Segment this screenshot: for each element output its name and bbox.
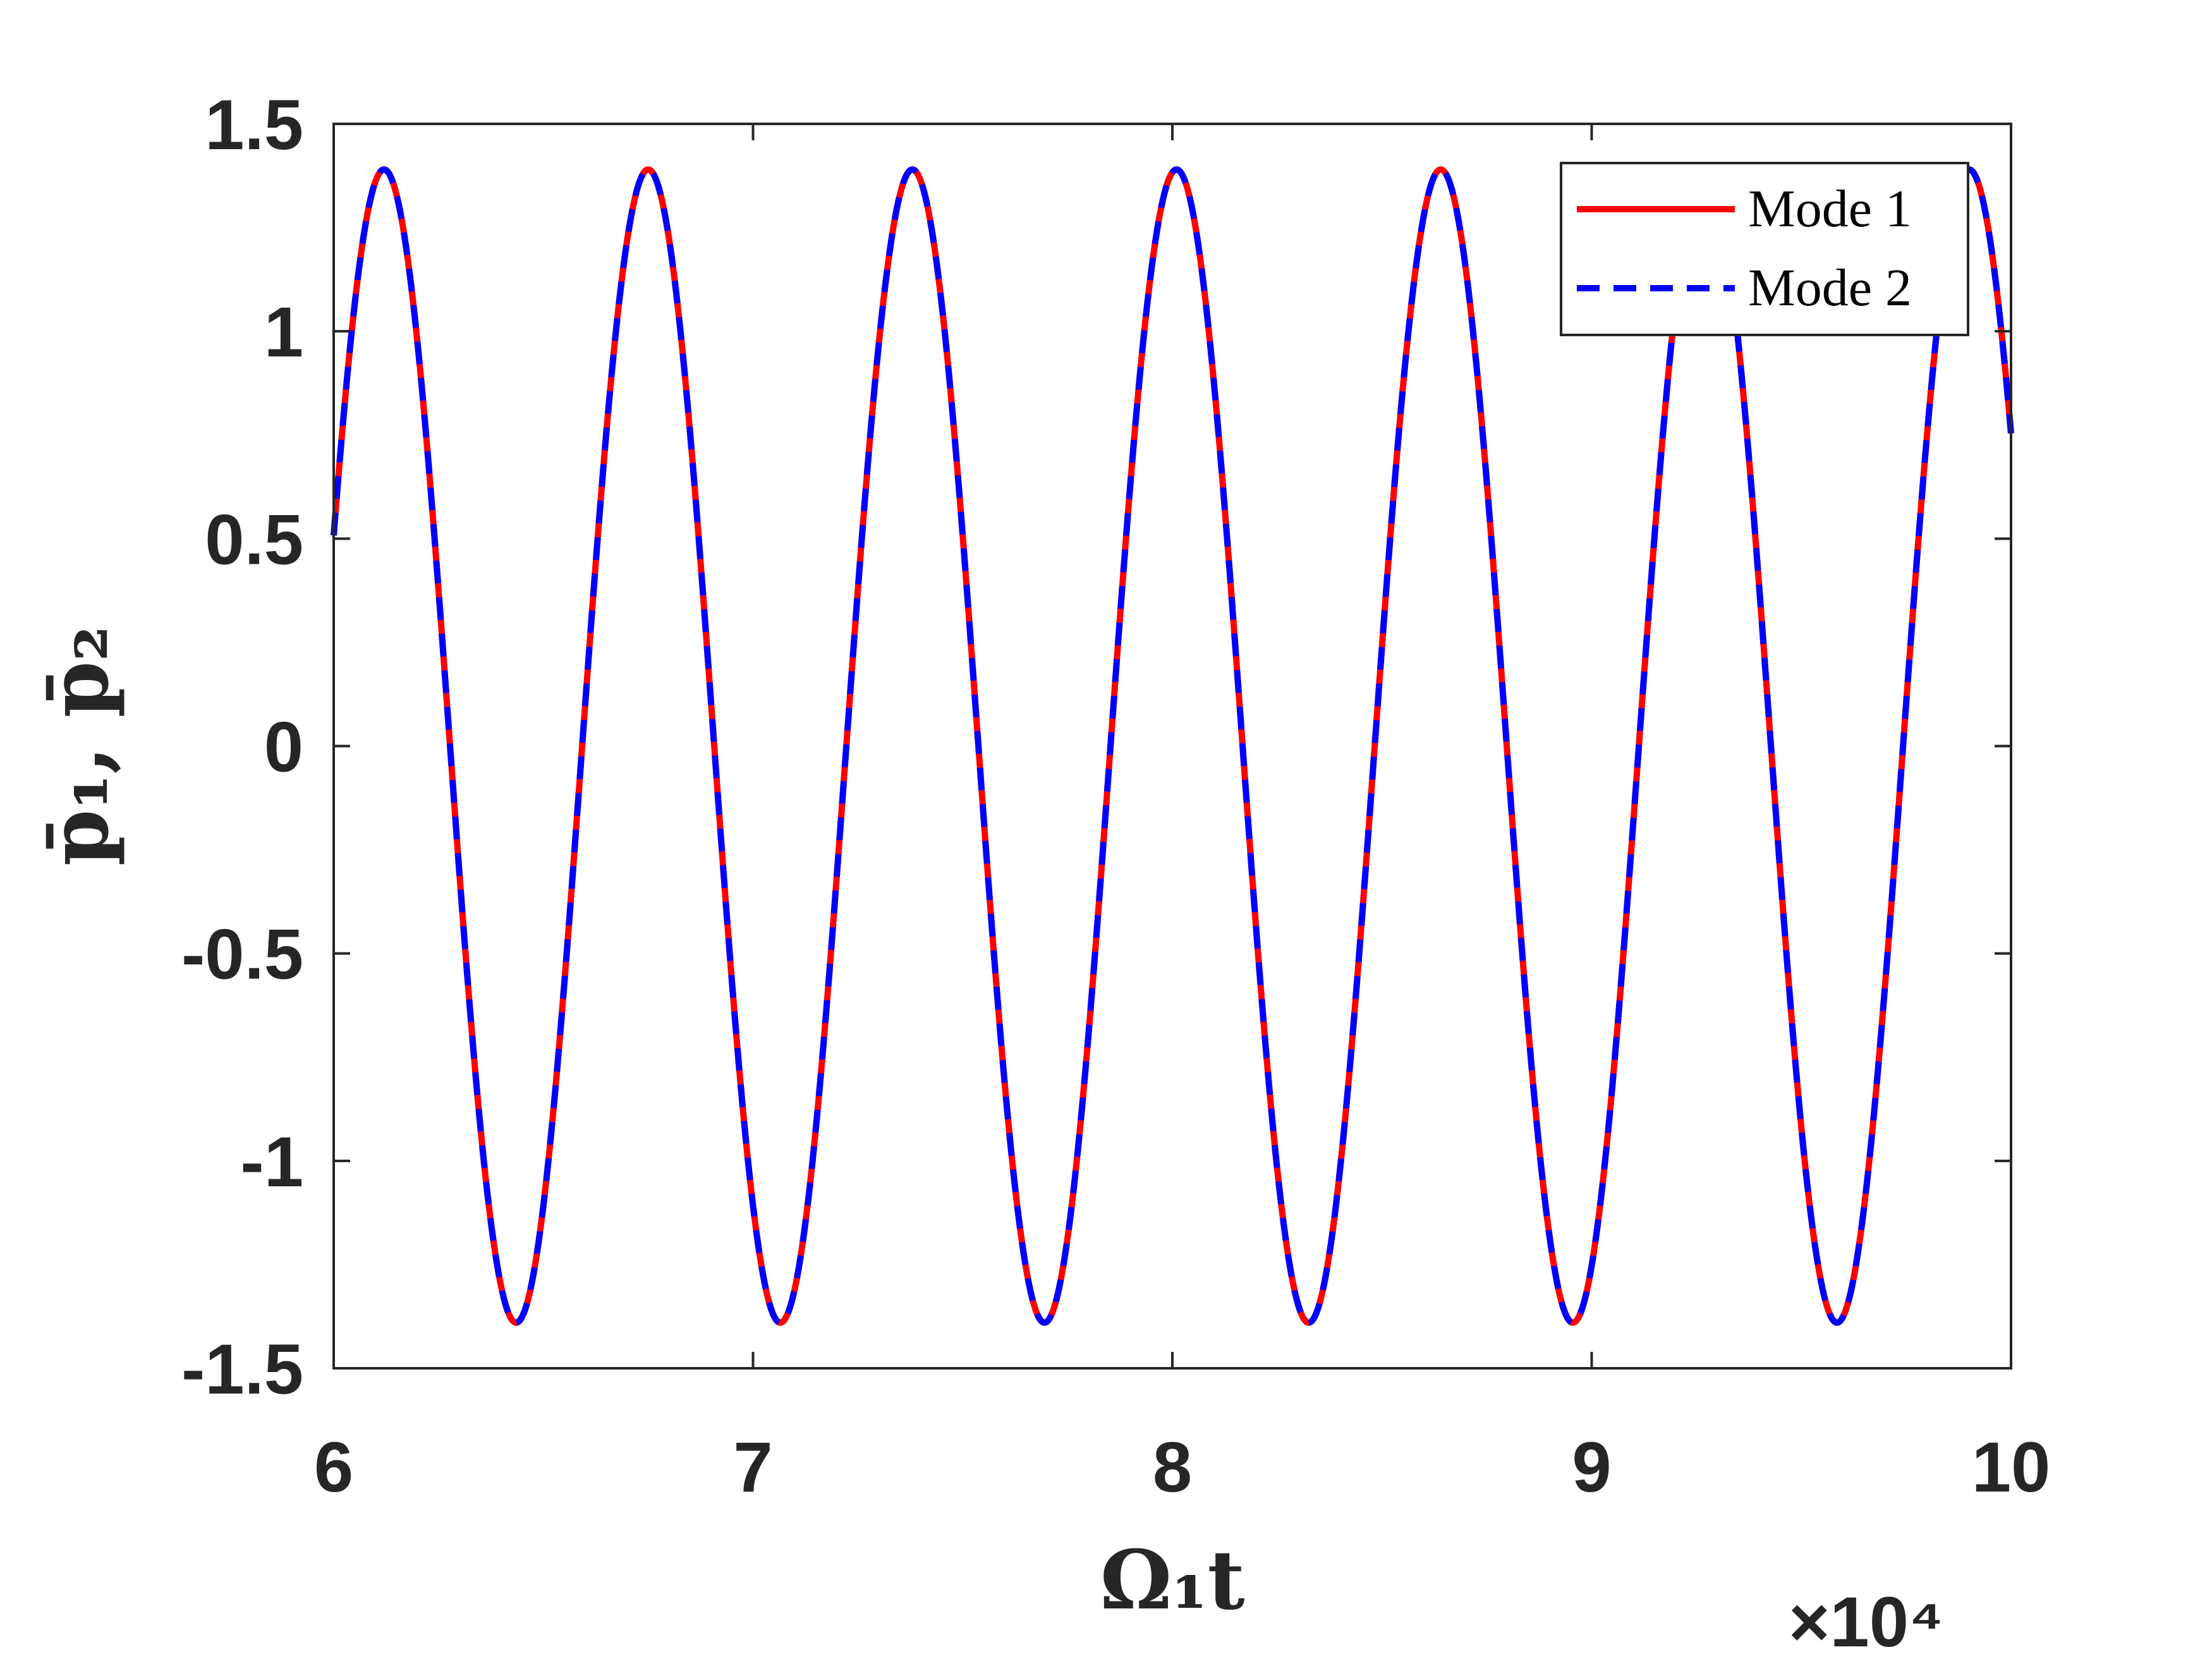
plot-frame [332, 123, 2012, 1370]
y-tick-label: -1.5 [181, 1330, 303, 1409]
x-tick-labels: 6 7 8 9 10 [314, 1428, 2050, 1507]
x-tick-label: 8 [1153, 1428, 1192, 1507]
legend-label-mode-2: Mode 2 [1748, 258, 1912, 317]
x-tick-label: 7 [733, 1428, 772, 1507]
y-tick-label: 1 [264, 293, 303, 372]
y-tick-label: 0.5 [205, 500, 303, 579]
y-tick-labels: -1.5 -1 -0.5 0 0.5 1 1.5 [181, 85, 303, 1409]
x-multiplier: ×10⁴ [1789, 1583, 1943, 1659]
x-axis-label: Ω₁t [1100, 1533, 1244, 1628]
legend-label-mode-1: Mode 1 [1748, 179, 1912, 238]
y-tick-label: 0 [264, 708, 303, 787]
y-tick-label: 1.5 [205, 85, 303, 164]
series-line-mode-2 [331, 166, 2014, 1326]
y-axis-label: p̄₁, p̄₂ [32, 626, 127, 866]
y-tick-label: -0.5 [181, 915, 303, 994]
x-tick-label: 6 [314, 1428, 353, 1507]
x-tick-label: 10 [1972, 1428, 2051, 1507]
x-tick-label: 9 [1572, 1428, 1611, 1507]
y-tick-label: -1 [240, 1122, 303, 1201]
legend: Mode 1 Mode 2 [1560, 162, 1969, 336]
legend-box [1560, 162, 1969, 336]
